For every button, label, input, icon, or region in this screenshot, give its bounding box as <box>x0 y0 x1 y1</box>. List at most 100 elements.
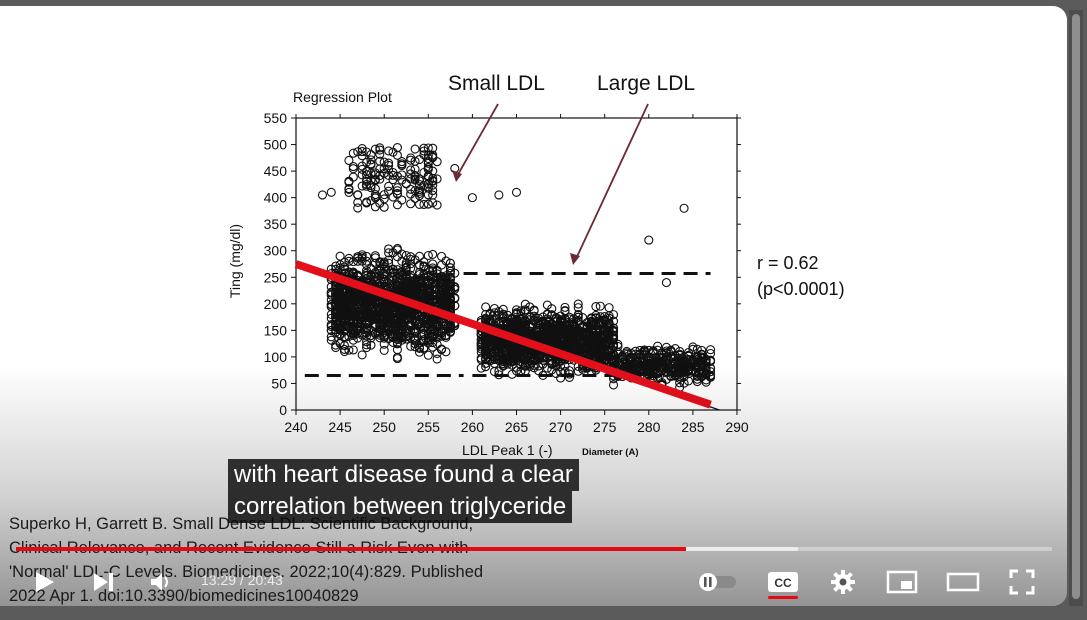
data-point <box>573 315 583 325</box>
settings-button[interactable] <box>830 569 856 595</box>
data-point <box>428 143 438 153</box>
data-point <box>507 351 517 361</box>
data-point <box>538 332 548 342</box>
volume-button[interactable] <box>150 572 172 592</box>
data-point <box>339 344 350 354</box>
data-point <box>533 318 544 328</box>
data-point <box>344 155 354 166</box>
data-point <box>331 283 341 294</box>
data-point <box>538 329 548 339</box>
data-point <box>538 317 548 327</box>
data-point <box>331 340 341 350</box>
data-point <box>335 251 345 261</box>
data-point <box>362 313 372 323</box>
citation-line: 'Normal' LDL-C Levels. Biomedicines. 202… <box>9 563 484 581</box>
theater-button[interactable] <box>946 571 980 593</box>
data-point <box>697 362 707 372</box>
x-tick-label: 280 <box>637 419 661 435</box>
x-tick-label: 250 <box>373 419 397 435</box>
miniplayer-button[interactable] <box>886 570 918 594</box>
data-point <box>569 336 579 346</box>
data-point <box>569 323 579 333</box>
data-point <box>379 321 389 331</box>
data-point <box>406 263 416 273</box>
data-point <box>432 294 442 304</box>
autoplay-toggle[interactable] <box>696 571 738 593</box>
data-point <box>379 312 389 322</box>
data-point <box>432 284 442 294</box>
data-point <box>586 335 597 345</box>
data-point <box>388 273 398 283</box>
data-point <box>384 265 394 275</box>
data-point <box>432 348 442 359</box>
data-point <box>586 343 597 354</box>
data-point <box>485 335 495 345</box>
data-point <box>578 343 588 353</box>
data-point <box>520 352 530 362</box>
data-point <box>406 252 416 262</box>
caption-line-1: with heart disease found a clear <box>228 459 579 491</box>
play-button[interactable] <box>34 570 56 594</box>
data-point <box>600 326 610 336</box>
data-point <box>613 341 623 352</box>
data-point <box>366 155 376 165</box>
data-point <box>370 202 380 212</box>
data-point <box>331 300 341 310</box>
data-point <box>370 309 380 319</box>
data-point <box>326 299 336 310</box>
data-point <box>357 161 367 171</box>
time-separator: / <box>236 572 248 588</box>
data-point <box>397 318 407 328</box>
data-point <box>410 285 420 295</box>
data-point <box>388 192 398 202</box>
data-point <box>375 143 385 153</box>
video-frame[interactable]: Regression Plot 240 245 250 255 260 265 270 275 2… <box>0 6 1067 606</box>
data-point <box>362 198 372 208</box>
data-point <box>428 173 438 183</box>
data-point <box>375 266 385 276</box>
next-button[interactable] <box>92 571 116 593</box>
scrollbar[interactable] <box>1069 10 1083 606</box>
data-point <box>661 348 671 358</box>
data-point <box>428 321 438 331</box>
data-point <box>423 275 433 285</box>
data-point <box>423 332 433 342</box>
data-point <box>445 268 455 278</box>
data-point <box>697 345 707 355</box>
data-point <box>419 199 429 210</box>
data-point <box>414 322 425 332</box>
captions-button[interactable]: CC <box>767 570 799 594</box>
data-point <box>608 323 619 333</box>
data-point <box>366 150 376 160</box>
data-point <box>392 252 402 262</box>
data-point <box>613 347 623 357</box>
data-point <box>560 335 570 345</box>
data-point <box>379 157 389 167</box>
data-point <box>648 353 658 363</box>
data-point <box>339 311 350 321</box>
data-point <box>379 194 389 204</box>
data-point <box>432 266 442 276</box>
annotation-small-ldl: Small LDL <box>448 72 545 95</box>
play-icon <box>36 572 54 592</box>
data-point <box>410 171 420 181</box>
data-point <box>410 334 420 344</box>
data-point <box>639 347 649 357</box>
fullscreen-button[interactable] <box>1009 569 1035 595</box>
data-point <box>423 143 433 153</box>
data-point <box>445 324 455 334</box>
data-point <box>503 320 513 330</box>
data-point <box>410 193 420 204</box>
data-point <box>419 273 429 283</box>
scrollbar-thumb[interactable] <box>1072 14 1080 599</box>
data-point <box>436 277 447 287</box>
data-point <box>366 168 376 178</box>
data-point <box>551 361 561 371</box>
data-point <box>344 308 354 318</box>
data-point <box>653 358 663 368</box>
data-point <box>692 355 702 365</box>
progress-bar[interactable] <box>16 547 1052 551</box>
data-point <box>366 270 376 280</box>
data-point <box>344 256 354 266</box>
subtitle-caption: with heart disease found a clear correla… <box>228 459 579 523</box>
